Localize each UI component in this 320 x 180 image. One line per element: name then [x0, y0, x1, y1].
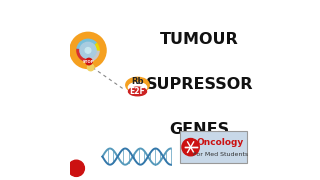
- Circle shape: [80, 42, 96, 58]
- Circle shape: [87, 64, 94, 71]
- Text: Oncology: Oncology: [197, 138, 244, 147]
- Wedge shape: [94, 41, 102, 52]
- Ellipse shape: [128, 83, 147, 92]
- Text: STOP: STOP: [83, 60, 95, 64]
- Text: Rb: Rb: [131, 77, 144, 86]
- Ellipse shape: [129, 87, 147, 96]
- Ellipse shape: [126, 77, 149, 93]
- Text: E2F: E2F: [130, 87, 145, 96]
- FancyBboxPatch shape: [180, 131, 247, 163]
- Text: For Med Students: For Med Students: [193, 152, 248, 157]
- Circle shape: [73, 35, 103, 66]
- Text: SUPRESSOR: SUPRESSOR: [146, 77, 253, 92]
- Text: TUMOUR: TUMOUR: [160, 32, 239, 47]
- Circle shape: [86, 58, 92, 65]
- Circle shape: [182, 139, 199, 156]
- Circle shape: [68, 160, 84, 176]
- Wedge shape: [89, 51, 102, 64]
- Text: GENES: GENES: [170, 122, 230, 137]
- Wedge shape: [74, 37, 98, 50]
- Circle shape: [85, 48, 91, 53]
- Wedge shape: [74, 49, 89, 64]
